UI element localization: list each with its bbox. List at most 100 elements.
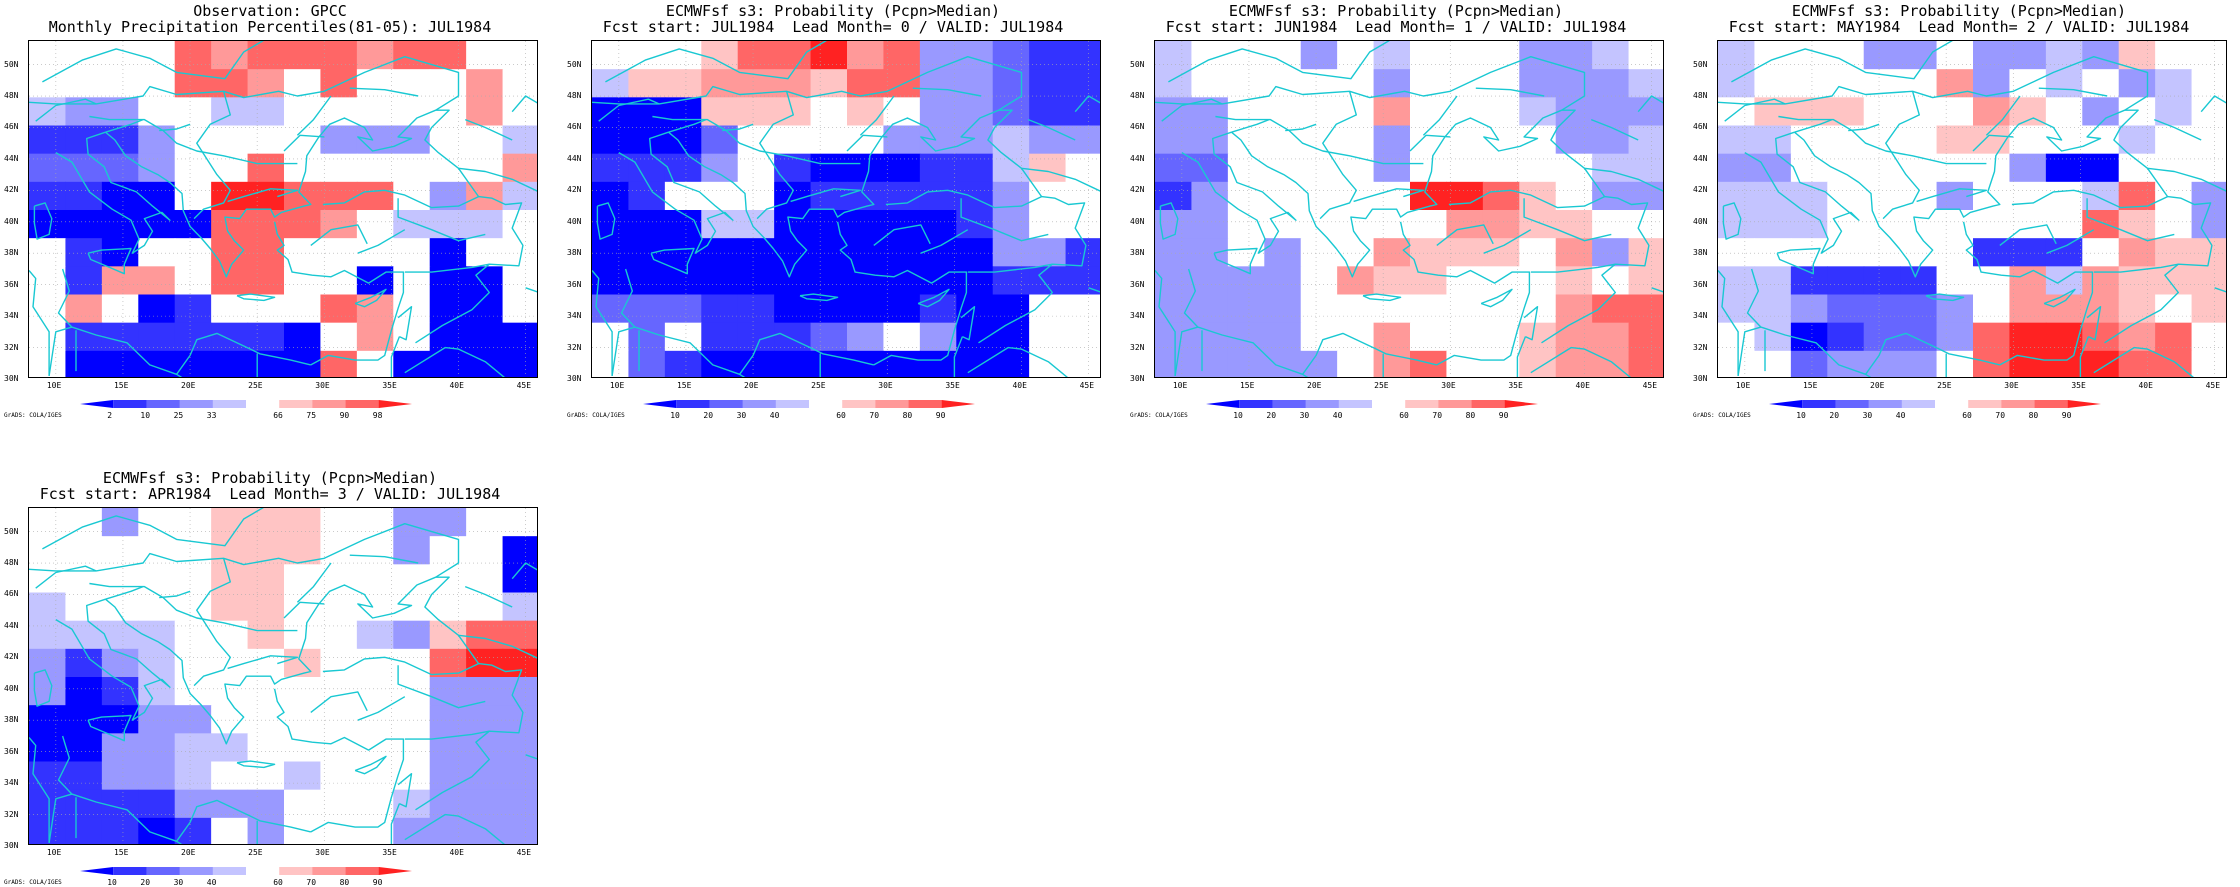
grid-cell	[101, 733, 139, 763]
grid-cell	[1300, 210, 1338, 239]
grid-cell	[1900, 294, 1938, 324]
grid-cell	[737, 153, 775, 183]
coastline	[1530, 346, 1631, 377]
grid-cell	[1900, 181, 1938, 211]
grid-cell	[737, 181, 775, 211]
color-bar-label: 30	[1862, 411, 1873, 420]
grid-cell	[664, 153, 702, 183]
coastline	[1183, 268, 1437, 375]
grid-cell	[1936, 266, 1974, 296]
grid-cell	[138, 733, 176, 763]
color-bar-segment	[709, 400, 744, 408]
color-bar-segment	[1305, 400, 1340, 408]
lat-tick-label: 42N	[567, 185, 582, 195]
grads-credit: GrADS: COLA/IGES	[1693, 412, 1751, 419]
grid-cell	[1191, 210, 1229, 239]
grid-cell	[174, 677, 212, 706]
grid-cell	[138, 97, 176, 127]
coastline	[2214, 287, 2226, 293]
lon-tick-label: 15E	[1802, 381, 1818, 390]
grid-cell	[320, 294, 358, 324]
grid-cell	[1827, 294, 1865, 324]
map-panel-2: ECMWFsf s3: Probability (Pcpn>Median) Fcs…	[563, 0, 1103, 420]
grid-cell	[320, 181, 358, 211]
grads-credit: GrADS: COLA/IGES	[4, 412, 62, 419]
grid-cell	[2082, 69, 2120, 98]
grid-cell	[1592, 153, 1630, 183]
grid-cell	[883, 181, 921, 211]
grid-cell	[356, 508, 394, 537]
grid-cell	[1337, 41, 1375, 70]
lat-tick-label: 44N	[4, 620, 19, 630]
grid-cell	[1628, 69, 1663, 98]
grid-cell	[1482, 69, 1520, 98]
grid-cell	[356, 620, 394, 650]
grid-cell	[774, 294, 812, 324]
grid-cell	[1337, 294, 1375, 324]
color-bar-segment	[279, 867, 313, 875]
coastline	[1215, 115, 1424, 165]
grid-cell	[356, 592, 394, 622]
coastline	[920, 229, 969, 254]
color-bar-label: 33	[206, 411, 217, 420]
coastline	[2147, 167, 2226, 192]
color-bar-label: 90	[339, 411, 350, 420]
grid-cell	[211, 125, 249, 155]
grid-cell	[65, 266, 103, 296]
coastline	[227, 188, 299, 203]
grid-cell	[1790, 294, 1828, 324]
grid-cell	[320, 705, 358, 734]
grid-cell	[247, 620, 285, 650]
grid-cell	[320, 508, 358, 537]
grid-cell	[65, 69, 103, 98]
coastline	[1925, 293, 1965, 302]
grid-cell	[883, 69, 921, 98]
grid-cell	[284, 294, 322, 324]
panel-title: Observation: GPCC	[193, 2, 347, 20]
grid-cell	[628, 181, 666, 211]
color-bar-label: 80	[902, 411, 913, 420]
grid-cell	[393, 677, 431, 706]
coastline	[2046, 229, 2095, 254]
grid-cell	[138, 294, 176, 324]
grid-cell	[992, 238, 1030, 267]
grid-cell	[284, 210, 322, 239]
grid-cell	[1337, 322, 1375, 352]
grid-cell	[1973, 350, 2011, 377]
grid-cell	[2009, 181, 2047, 211]
precip-map	[1154, 40, 1664, 378]
grid-cell	[2118, 294, 2156, 324]
grid-cell	[356, 125, 394, 155]
coastline	[1483, 229, 1532, 254]
grid-cell	[2082, 125, 2120, 155]
grid-cell	[1519, 238, 1557, 267]
grid-cell	[502, 789, 537, 819]
grid-cell	[1863, 266, 1901, 296]
grid-cell	[138, 41, 176, 70]
lat-tick-label: 38N	[4, 248, 19, 258]
grid-cell	[592, 322, 630, 352]
color-bar-segment	[246, 867, 280, 875]
grid-cell	[284, 508, 322, 537]
coastline	[1168, 41, 1390, 83]
coastline	[618, 131, 734, 254]
color-bar-label: 10	[107, 878, 117, 887]
grid-cell	[502, 210, 537, 239]
coastline	[1409, 134, 1451, 152]
coastline	[310, 224, 368, 246]
grid-cell	[356, 294, 394, 324]
coastline	[87, 247, 132, 275]
grid-cell	[466, 592, 504, 622]
coastline	[756, 91, 795, 220]
coastline	[1972, 134, 2014, 152]
grid-cell	[664, 322, 702, 352]
coastline	[354, 288, 387, 308]
grid-cell	[1227, 41, 1265, 70]
grid-cell	[138, 238, 176, 267]
coastline	[1436, 224, 1494, 246]
grid-cell	[284, 350, 322, 377]
grid-cell	[1264, 266, 1302, 296]
map-canvas	[29, 508, 537, 844]
grid-cell	[284, 733, 322, 763]
grid-cell	[211, 648, 249, 678]
